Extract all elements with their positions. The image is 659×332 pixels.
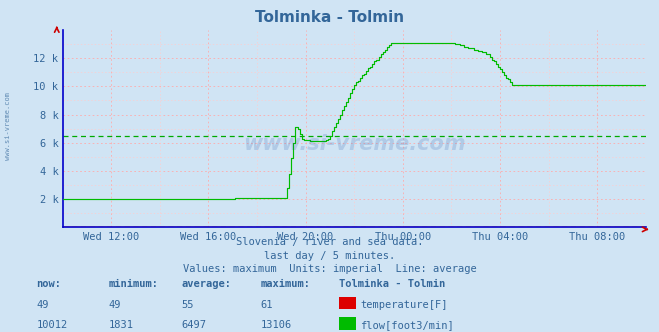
Text: Tolminka - Tolmin: Tolminka - Tolmin xyxy=(255,10,404,25)
Text: www.si-vreme.com: www.si-vreme.com xyxy=(243,134,465,154)
Text: maximum:: maximum: xyxy=(260,279,310,289)
Text: last day / 5 minutes.: last day / 5 minutes. xyxy=(264,251,395,261)
Text: 13106: 13106 xyxy=(260,320,291,330)
Text: 55: 55 xyxy=(181,300,194,310)
Text: 10012: 10012 xyxy=(36,320,67,330)
Text: 49: 49 xyxy=(109,300,121,310)
Text: Values: maximum  Units: imperial  Line: average: Values: maximum Units: imperial Line: av… xyxy=(183,264,476,274)
Text: Tolminka - Tolmin: Tolminka - Tolmin xyxy=(339,279,445,289)
Text: Slovenia / river and sea data.: Slovenia / river and sea data. xyxy=(236,237,423,247)
Text: 1831: 1831 xyxy=(109,320,134,330)
Text: minimum:: minimum: xyxy=(109,279,159,289)
Text: average:: average: xyxy=(181,279,231,289)
Text: 6497: 6497 xyxy=(181,320,206,330)
Text: flow[foot3/min]: flow[foot3/min] xyxy=(360,320,454,330)
Text: now:: now: xyxy=(36,279,61,289)
Text: temperature[F]: temperature[F] xyxy=(360,300,448,310)
Text: www.si-vreme.com: www.si-vreme.com xyxy=(5,92,11,160)
Text: 49: 49 xyxy=(36,300,49,310)
Text: 61: 61 xyxy=(260,300,273,310)
